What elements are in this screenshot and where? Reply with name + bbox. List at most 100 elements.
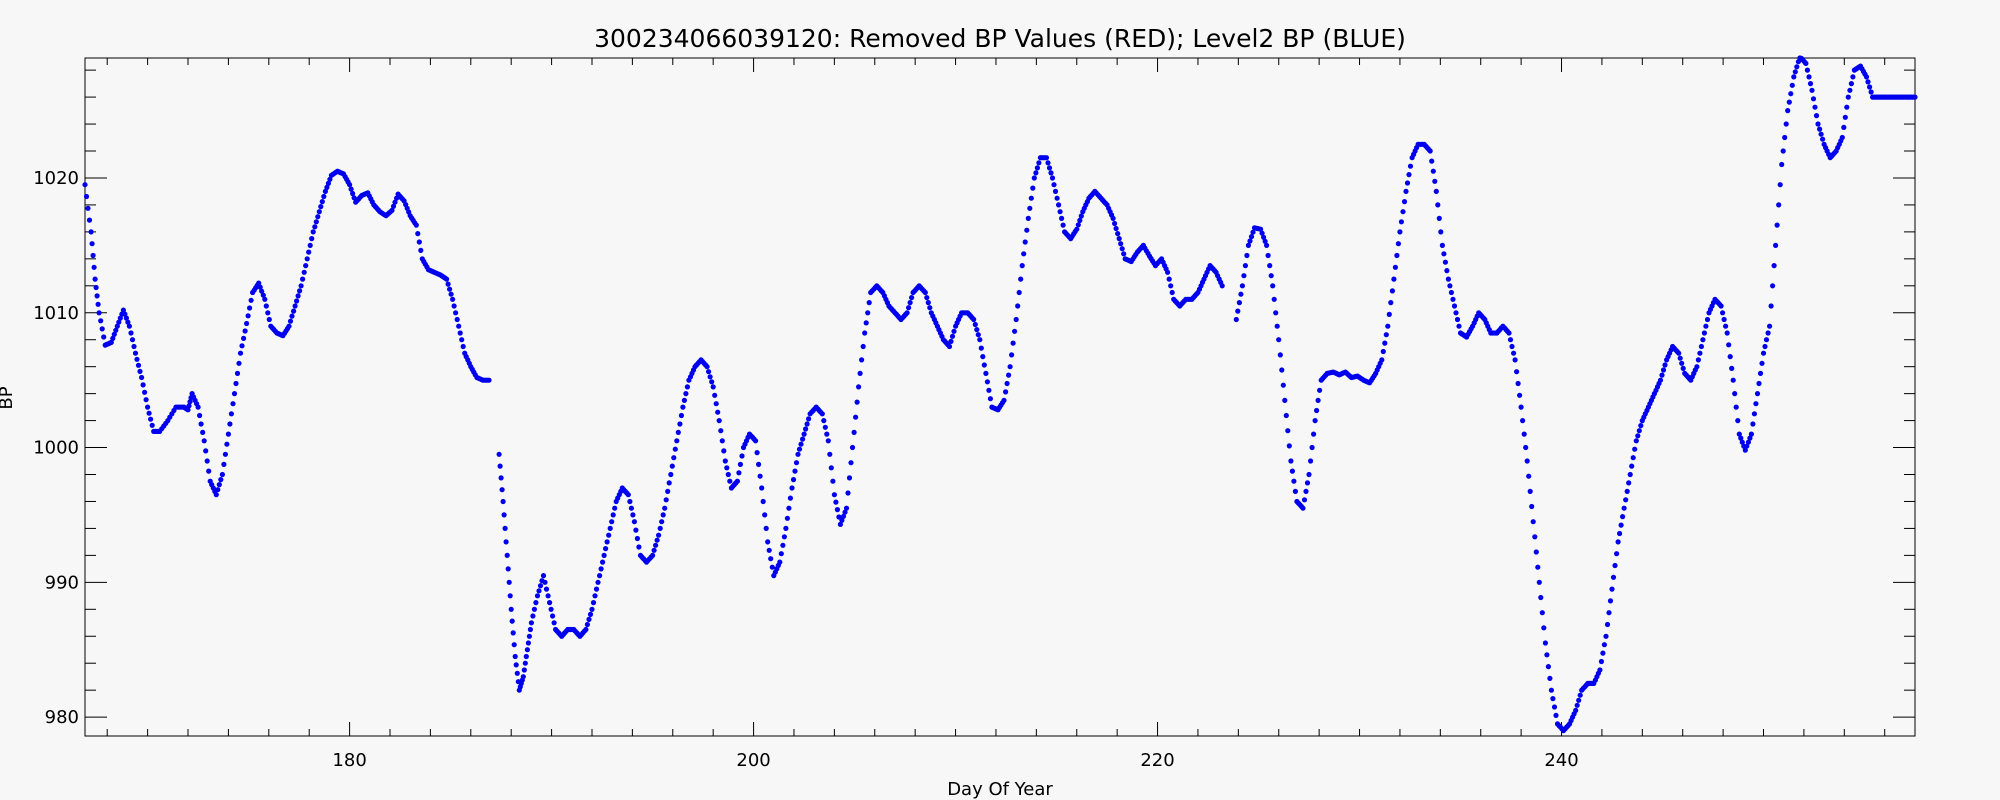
data-point (531, 606, 538, 612)
data-point (1803, 60, 1809, 66)
data-point (628, 505, 635, 511)
data-point (530, 613, 536, 619)
data-point (671, 455, 677, 461)
data-point (737, 461, 744, 467)
data-point (185, 407, 191, 413)
data-point (666, 480, 672, 486)
data-point (662, 505, 668, 511)
data-point (316, 209, 322, 215)
data-point (981, 362, 987, 368)
data-point (201, 438, 207, 444)
data-point (866, 300, 872, 306)
data-point (1016, 289, 1022, 296)
data-point (131, 343, 137, 350)
data-point (1248, 234, 1255, 240)
data-point (860, 343, 866, 350)
data-point (725, 471, 731, 478)
data-point (1627, 471, 1633, 478)
data-point (245, 313, 251, 319)
data-point (1013, 316, 1019, 323)
data-point (1512, 357, 1518, 363)
data-point (504, 552, 510, 559)
data-point (1533, 549, 1539, 555)
data-point (1770, 283, 1776, 289)
data-point (503, 539, 509, 545)
data-point (149, 422, 155, 428)
data-point (297, 288, 303, 294)
data-point (108, 339, 114, 345)
data-point (128, 330, 134, 336)
data-point (454, 316, 460, 323)
data-point (677, 421, 683, 427)
data-point (1031, 175, 1037, 181)
data-point (839, 517, 845, 523)
data-point (1506, 330, 1512, 336)
data-point (1542, 640, 1548, 646)
data-point (1539, 610, 1545, 616)
data-point (1721, 316, 1727, 323)
data-point (447, 286, 453, 292)
data-point (459, 337, 465, 343)
data-point (551, 620, 557, 626)
data-point (1250, 229, 1256, 235)
data-point (833, 499, 839, 505)
data-point (548, 606, 554, 612)
data-point (1548, 687, 1554, 693)
data-point (94, 293, 100, 299)
data-point (1442, 259, 1448, 265)
data-point (460, 343, 466, 350)
data-point (1389, 288, 1395, 294)
data-point (1532, 534, 1538, 540)
data-point (1680, 365, 1686, 371)
data-point (1118, 241, 1124, 247)
data-point (1004, 380, 1010, 387)
data-point (1116, 236, 1122, 242)
data-point (1867, 84, 1873, 90)
data-point (448, 291, 454, 297)
data-point (1311, 431, 1317, 437)
data-point (91, 264, 97, 270)
data-point (523, 653, 529, 660)
data-point (415, 231, 421, 237)
data-point (824, 431, 830, 437)
data-point (977, 337, 983, 343)
data-point (117, 315, 123, 321)
data-point (1430, 168, 1436, 174)
data-point (319, 199, 325, 205)
data-point (715, 409, 721, 415)
x-tick-label: 180 (332, 750, 366, 771)
data-point (348, 186, 354, 192)
data-point (1782, 134, 1788, 141)
data-point (322, 188, 328, 194)
data-point (145, 404, 151, 410)
data-point (1750, 421, 1756, 427)
data-point (1536, 579, 1542, 585)
plot-frame (84, 57, 1916, 737)
data-point (609, 519, 615, 525)
data-point (120, 307, 126, 313)
data-point (1527, 488, 1533, 494)
data-point (262, 296, 268, 302)
data-point (1264, 242, 1270, 248)
data-point (1276, 337, 1282, 343)
data-point (306, 249, 312, 255)
data-point (1810, 96, 1817, 102)
data-point (83, 193, 90, 200)
data-point (520, 674, 526, 680)
data-point (1756, 380, 1762, 387)
data-point (827, 451, 833, 457)
data-point (1677, 355, 1683, 361)
data-point (625, 492, 631, 498)
data-point (909, 295, 915, 301)
data-point (713, 401, 719, 407)
data-point (1597, 667, 1603, 673)
data-point (321, 193, 327, 200)
data-point (146, 410, 152, 416)
data-point (1433, 188, 1439, 194)
data-point (787, 495, 794, 501)
data-point (1726, 342, 1732, 348)
data-point (1247, 238, 1253, 244)
data-point (1638, 423, 1644, 429)
data-point (754, 450, 760, 456)
data-point (521, 667, 527, 673)
